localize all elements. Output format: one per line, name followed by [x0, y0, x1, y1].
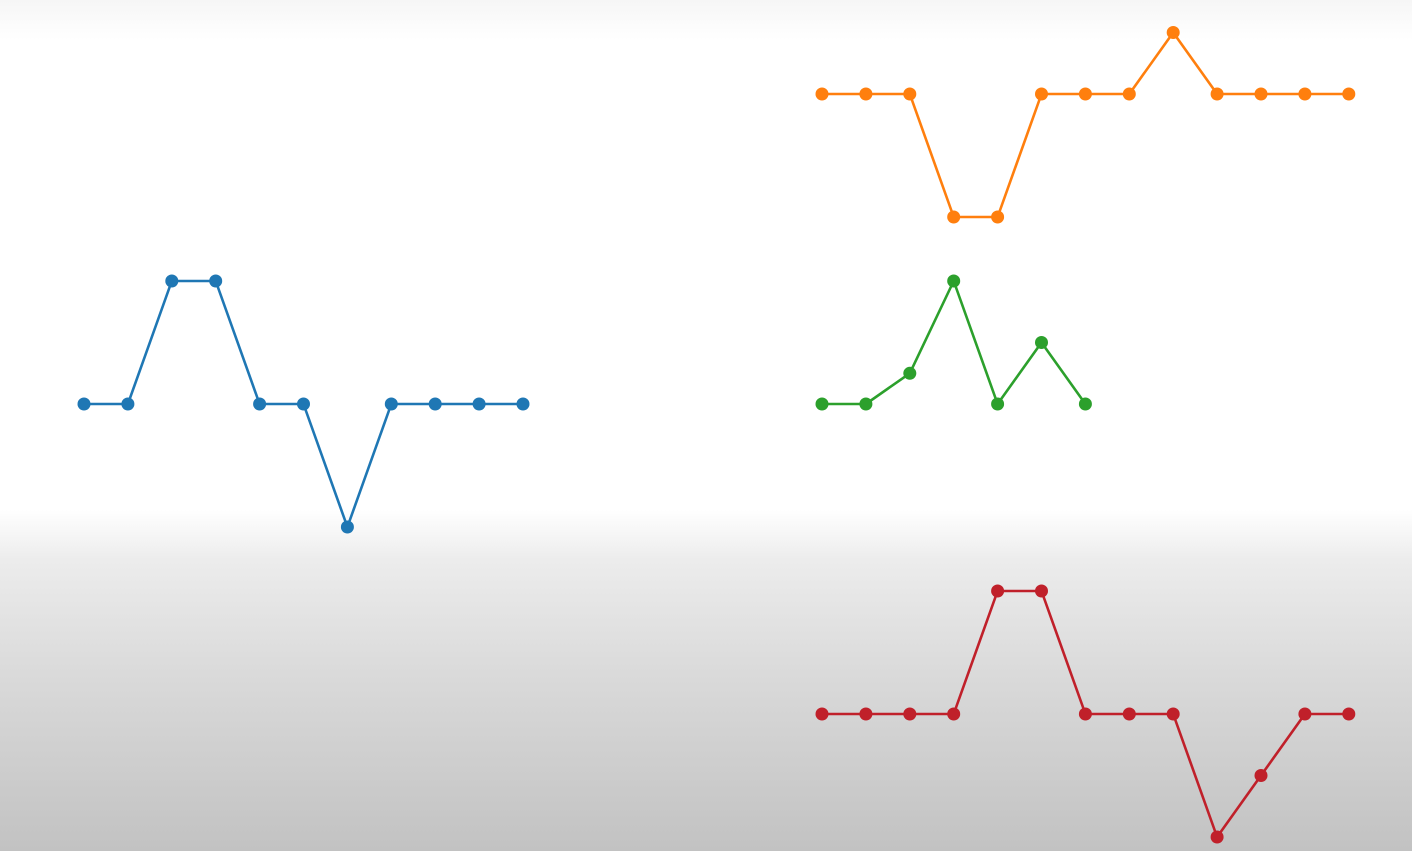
data-point: [1078, 87, 1092, 101]
data-point: [1210, 830, 1224, 844]
data-point: [1078, 397, 1092, 411]
data-point: [428, 397, 442, 411]
data-point: [1035, 87, 1048, 101]
data-point: [121, 397, 135, 411]
data-point: [253, 397, 267, 411]
line-chart-top-right: [815, 26, 1356, 224]
data-point: [1254, 769, 1268, 782]
data-point: [903, 707, 917, 721]
data-point: [472, 397, 486, 411]
data-point: [516, 397, 530, 411]
data-point: [991, 210, 1005, 224]
data-point: [1122, 707, 1136, 721]
data-point: [297, 397, 310, 411]
data-point: [209, 274, 223, 288]
data-point: [1035, 584, 1048, 598]
data-point: [947, 210, 961, 224]
data-point: [1342, 707, 1356, 721]
data-point: [1298, 707, 1312, 721]
data-point: [859, 707, 873, 721]
data-point: [77, 397, 91, 411]
series-line: [822, 31, 1349, 219]
data-point: [1210, 87, 1224, 101]
data-point: [947, 707, 961, 721]
data-point: [859, 397, 873, 411]
line-chart-left: [77, 274, 530, 534]
data-point: [1254, 87, 1268, 101]
data-point: [165, 274, 179, 288]
data-point: [991, 397, 1005, 411]
data-point: [903, 366, 917, 380]
line-chart-bottom-right: [815, 584, 1356, 844]
data-point: [340, 520, 354, 534]
data-point: [991, 584, 1005, 598]
data-point: [1298, 87, 1312, 101]
data-point: [815, 87, 829, 101]
data-point: [384, 397, 398, 411]
data-point: [947, 274, 961, 288]
data-point: [1342, 87, 1356, 101]
data-point: [903, 87, 917, 101]
data-point: [815, 397, 829, 411]
data-point: [1035, 336, 1048, 349]
data-point: [1166, 707, 1180, 721]
data-point: [1166, 26, 1180, 39]
data-point: [1122, 87, 1136, 101]
data-point: [1078, 707, 1092, 721]
line-chart-middle-right: [815, 274, 1092, 411]
data-point: [815, 707, 829, 721]
data-point: [859, 87, 873, 101]
